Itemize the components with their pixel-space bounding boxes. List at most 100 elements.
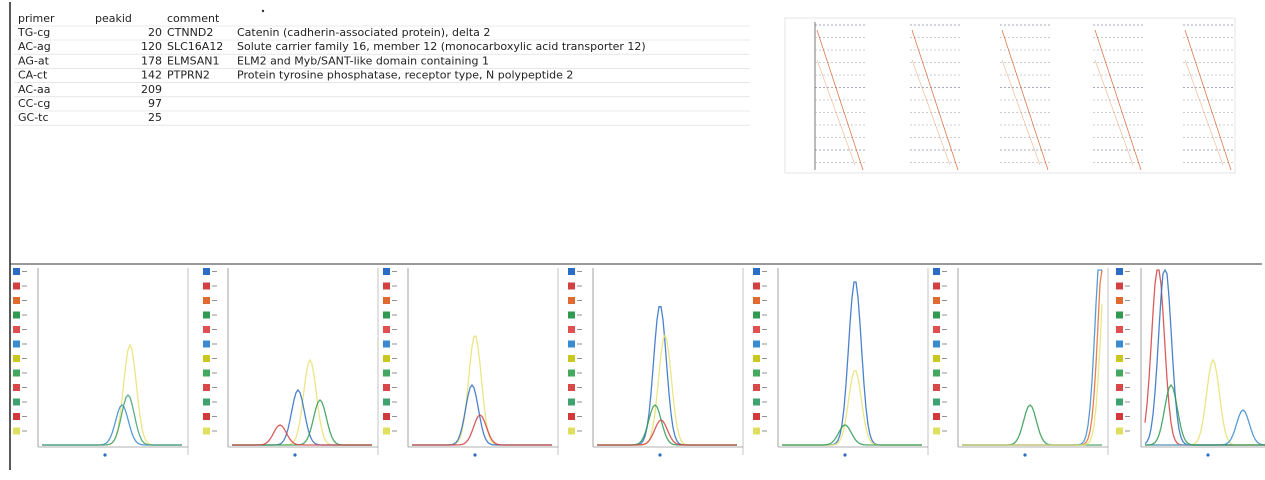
marker xyxy=(293,453,296,456)
legend-swatch xyxy=(753,428,760,435)
table-cell: AC-aa xyxy=(18,83,50,96)
legend-swatch xyxy=(13,283,20,290)
legend-swatch xyxy=(13,326,20,333)
table-cell: 142 xyxy=(141,69,162,82)
table-cell: 25 xyxy=(148,111,162,124)
legend-swatch xyxy=(1116,413,1123,420)
legend-swatch xyxy=(933,428,940,435)
legend-swatch xyxy=(753,283,760,290)
column-header: comment xyxy=(167,12,220,25)
table-cell: ELM2 and Myb/SANT-like domain containing… xyxy=(237,54,489,67)
table-cell: PTPRN2 xyxy=(167,69,210,82)
legend-swatch xyxy=(753,370,760,377)
legend-swatch xyxy=(383,399,390,406)
trace xyxy=(232,390,372,445)
legend-swatch xyxy=(203,341,210,348)
legend-swatch xyxy=(13,355,20,362)
legend-swatch xyxy=(383,370,390,377)
table-cell: Protein tyrosine phosphatase, receptor t… xyxy=(237,69,573,82)
table-cell: 120 xyxy=(141,40,162,53)
legend-swatch xyxy=(753,312,760,319)
legend-swatch xyxy=(1116,355,1123,362)
charts xyxy=(13,18,1265,457)
legend-swatch xyxy=(1116,312,1123,319)
legend-swatch xyxy=(203,268,210,275)
legend-swatch xyxy=(753,341,760,348)
table-cell: 20 xyxy=(148,26,162,39)
trace xyxy=(412,415,552,445)
table-cell: Solute carrier family 16, member 12 (mon… xyxy=(237,40,646,53)
legend-swatch xyxy=(568,297,575,304)
page: primerpeakidcommentTG-cg20CTNND2Catenin … xyxy=(0,0,1265,480)
legend-swatch xyxy=(933,370,940,377)
column-header: peakid xyxy=(95,12,132,25)
legend-swatch xyxy=(568,326,575,333)
table-cell: TG-cg xyxy=(17,26,50,39)
legend-swatch xyxy=(203,297,210,304)
legend-swatch xyxy=(1116,341,1123,348)
trace xyxy=(597,405,737,445)
legend-swatch xyxy=(1116,399,1123,406)
thumb-trace xyxy=(1002,60,1040,165)
legend-swatch xyxy=(753,355,760,362)
thumb-trace xyxy=(817,60,855,165)
speck xyxy=(262,10,264,12)
legend-swatch xyxy=(203,355,210,362)
legend-swatch xyxy=(933,355,940,362)
trace xyxy=(42,395,182,445)
trace xyxy=(42,405,182,445)
trace xyxy=(782,425,922,445)
trace xyxy=(42,345,182,445)
marker xyxy=(473,453,476,456)
legend-swatch xyxy=(568,428,575,435)
table-cell: CC-cg xyxy=(18,97,50,110)
table-cell: SLC16A12 xyxy=(167,40,223,53)
legend-swatch xyxy=(933,297,940,304)
legend-swatch xyxy=(933,326,940,333)
trace xyxy=(232,425,372,445)
legend-swatch xyxy=(383,326,390,333)
legend-swatch xyxy=(383,312,390,319)
legend-swatch xyxy=(203,428,210,435)
legend-swatch xyxy=(933,312,940,319)
legend-swatch xyxy=(203,312,210,319)
trace xyxy=(962,405,1102,445)
legend-swatch xyxy=(383,428,390,435)
legend-swatch xyxy=(203,326,210,333)
legend-swatch xyxy=(568,355,575,362)
legend-swatch xyxy=(933,341,940,348)
legend-swatch xyxy=(383,413,390,420)
legend-swatch xyxy=(1116,268,1123,275)
legend-swatch xyxy=(753,413,760,420)
legend-swatch xyxy=(203,413,210,420)
table-cell: 209 xyxy=(141,83,162,96)
legend-swatch xyxy=(753,399,760,406)
trace xyxy=(597,307,737,445)
marker xyxy=(658,453,661,456)
marker xyxy=(1023,453,1026,456)
legend-swatch xyxy=(933,399,940,406)
trace xyxy=(597,420,737,445)
legend-swatch xyxy=(383,297,390,304)
legend-swatch xyxy=(13,370,20,377)
thumb-trace xyxy=(1095,60,1133,165)
legend-swatch xyxy=(203,370,210,377)
legend-swatch xyxy=(13,384,20,391)
legend-swatch xyxy=(383,341,390,348)
legend-swatch xyxy=(568,384,575,391)
legend-swatch xyxy=(13,341,20,348)
thumb-trace xyxy=(1185,60,1223,165)
legend-swatch xyxy=(568,370,575,377)
column-header: primer xyxy=(18,12,55,25)
legend-swatch xyxy=(383,355,390,362)
marker xyxy=(843,453,846,456)
marker xyxy=(103,453,106,456)
table-cell: ELMSAN1 xyxy=(167,54,220,67)
table-cell: Catenin (cadherin-associated protein), d… xyxy=(237,26,490,39)
legend-swatch xyxy=(383,384,390,391)
table-cell: 178 xyxy=(141,54,162,67)
legend-swatch xyxy=(1116,326,1123,333)
legend-swatch xyxy=(1116,370,1123,377)
spreadsheet: primerpeakidcommentTG-cg20CTNND2Catenin … xyxy=(0,0,1265,480)
legend-swatch xyxy=(933,413,940,420)
